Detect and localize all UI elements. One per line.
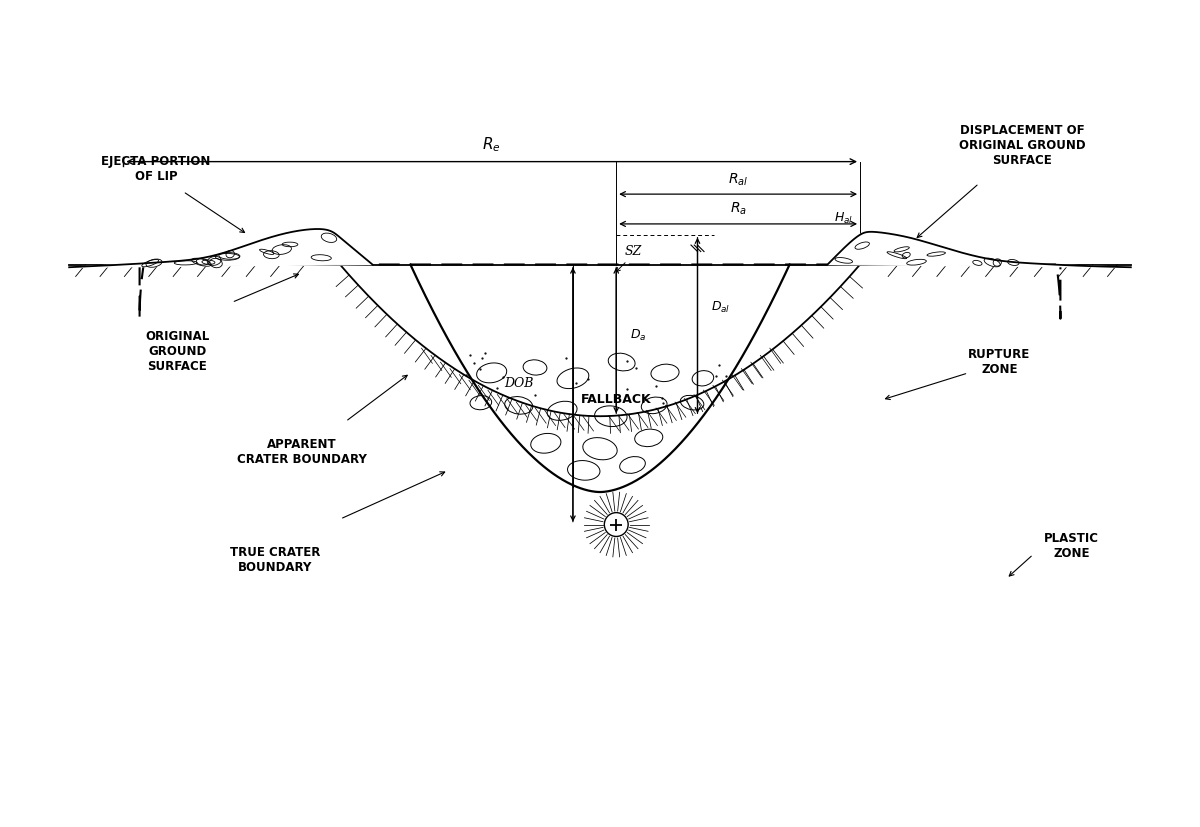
Text: $D_{al}$: $D_{al}$ (712, 300, 731, 315)
Text: DISPLACEMENT OF
ORIGINAL GROUND
SURFACE: DISPLACEMENT OF ORIGINAL GROUND SURFACE (959, 124, 1086, 167)
Text: DOB: DOB (504, 377, 534, 390)
Text: $H_{al}$: $H_{al}$ (834, 210, 853, 226)
Text: APPARENT
CRATER BOUNDARY: APPARENT CRATER BOUNDARY (238, 437, 367, 466)
Text: RUPTURE
ZONE: RUPTURE ZONE (968, 348, 1031, 376)
Text: TRUE CRATER
BOUNDARY: TRUE CRATER BOUNDARY (230, 546, 320, 574)
Text: ORIGINAL
GROUND
SURFACE: ORIGINAL GROUND SURFACE (145, 329, 210, 372)
Polygon shape (70, 229, 372, 267)
Text: PLASTIC
ZONE: PLASTIC ZONE (1044, 533, 1099, 560)
Text: $D_a$: $D_a$ (630, 327, 646, 342)
Text: $R_{al}$: $R_{al}$ (728, 171, 749, 188)
Text: EJECTA PORTION
OF LIP: EJECTA PORTION OF LIP (101, 155, 210, 184)
Polygon shape (828, 232, 1130, 267)
Text: SZ: SZ (624, 245, 642, 258)
Text: $R_a$: $R_a$ (730, 201, 746, 218)
Text: FALLBACK: FALLBACK (581, 394, 652, 406)
Text: $R_e$: $R_e$ (482, 135, 500, 154)
